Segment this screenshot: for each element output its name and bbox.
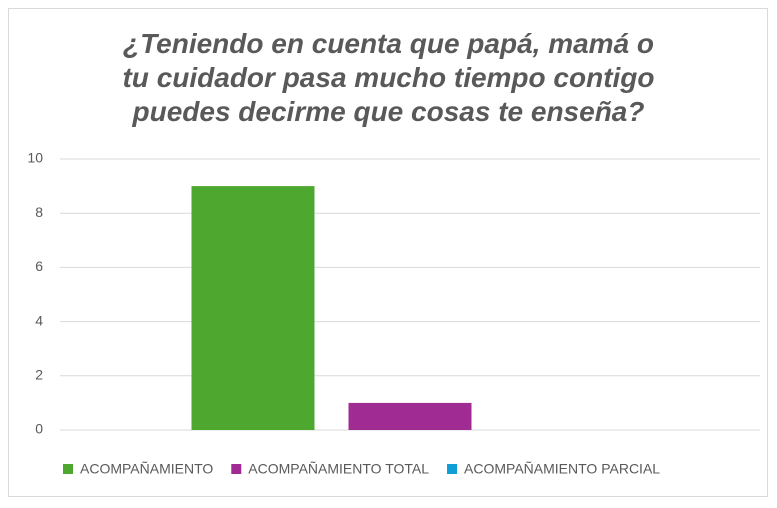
chart-border (8, 8, 768, 497)
legend-swatch (231, 464, 242, 474)
y-tick-label: 0 (35, 421, 43, 437)
y-tick-label: 4 (35, 312, 43, 328)
legend-label: ACOMPAÑAMIENTO PARCIAL (464, 461, 660, 477)
legend-label: ACOMPAÑAMIENTO TOTAL (248, 461, 429, 477)
y-tick-label: 8 (35, 204, 43, 220)
legend-label: ACOMPAÑAMIENTO (80, 461, 213, 477)
bar (191, 186, 315, 430)
y-tick-label: 6 (35, 258, 43, 274)
y-tick-label: 10 (27, 150, 43, 166)
legend-swatch (447, 464, 458, 474)
chart-title: ¿Teniendo en cuenta que papá, mamá o tu … (122, 28, 655, 127)
legend-swatch (63, 464, 73, 474)
bar (348, 402, 472, 430)
y-tick-label: 2 (35, 367, 43, 383)
